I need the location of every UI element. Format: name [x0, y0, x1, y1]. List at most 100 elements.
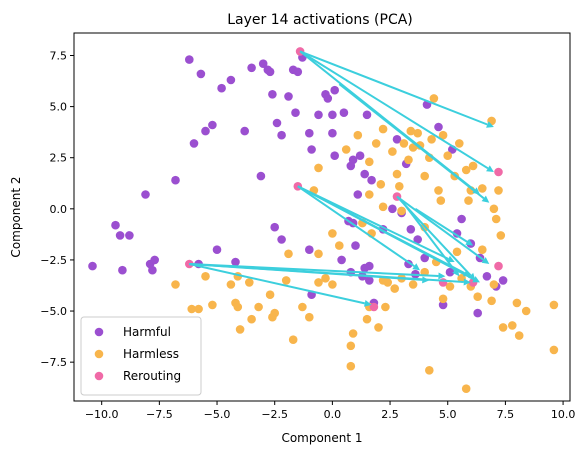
- series-harmless: [171, 94, 559, 394]
- harmful-point: [258, 59, 268, 68]
- x-axis-ticks: −10.0 −7.5 −5.0 −2.5 0.0 2.5 5.0 7.5 10.0: [85, 401, 576, 421]
- harmful-point: [365, 276, 374, 285]
- harmless-point: [404, 155, 413, 165]
- harmless-point: [395, 182, 404, 191]
- harmful-point: [277, 130, 286, 140]
- rerouting-point: [494, 167, 503, 177]
- harmless-point: [346, 341, 356, 351]
- harmless-point: [461, 384, 471, 394]
- harmless-point: [187, 304, 196, 314]
- harmful-point: [353, 190, 363, 199]
- harmless-point: [381, 302, 390, 312]
- harmless-point: [298, 302, 307, 312]
- harmful-point: [348, 155, 358, 165]
- plot-frame: [73, 32, 571, 402]
- harmless-point: [397, 206, 406, 216]
- harmful-point: [392, 135, 402, 144]
- harmful-point: [212, 245, 222, 254]
- harmless-point: [452, 247, 462, 257]
- harmless-point: [281, 276, 291, 285]
- harmless-point: [478, 245, 487, 254]
- harmful-point: [339, 108, 349, 117]
- harmless-point: [362, 314, 372, 324]
- harmless-point: [406, 126, 416, 136]
- harmful-point: [388, 204, 397, 214]
- harmless-point: [489, 280, 499, 289]
- harmful-point: [141, 190, 150, 199]
- legend-marker-rerouting: [94, 371, 104, 381]
- harmful-point: [196, 69, 206, 79]
- x-tick-label: −7.5: [146, 408, 173, 421]
- harmless-point: [468, 161, 478, 171]
- harmless-point: [346, 361, 356, 371]
- x-tick-label: 7.5: [497, 408, 515, 421]
- legend-marker-harmful: [94, 327, 104, 337]
- harmful-point: [185, 55, 194, 64]
- legend: Harmful Harmless Rerouting: [80, 316, 202, 396]
- legend-box: [80, 316, 202, 396]
- arrow: [396, 195, 490, 264]
- harmless-point: [288, 335, 298, 345]
- harmless-point: [438, 294, 448, 304]
- harmless-point: [464, 196, 473, 205]
- harmless-point: [374, 323, 383, 332]
- rerouting-point: [438, 278, 448, 287]
- harmless-point: [408, 280, 418, 289]
- harmful-point: [328, 110, 337, 120]
- harmless-point: [171, 280, 180, 289]
- harmless-point: [305, 312, 314, 322]
- harmful-point: [125, 231, 134, 240]
- harmless-point: [383, 278, 393, 287]
- harmless-point: [365, 190, 374, 199]
- harmful-point: [307, 145, 316, 154]
- x-tick-label: 10.0: [551, 408, 576, 421]
- harmful-point: [330, 151, 340, 160]
- harmless-point: [445, 282, 455, 291]
- y-tick-label: 0.0: [50, 203, 68, 216]
- harmless-point: [314, 163, 323, 173]
- harmless-point: [388, 147, 397, 156]
- harmless-point: [353, 130, 363, 140]
- harmful-point: [272, 118, 282, 128]
- harmless-point: [514, 331, 524, 340]
- x-tick-label: −5.0: [204, 408, 231, 421]
- harmless-point: [425, 366, 434, 375]
- harmless-point: [378, 124, 388, 134]
- harmless-point: [443, 151, 453, 160]
- harmless-point: [376, 180, 386, 189]
- harmful-point: [420, 253, 430, 263]
- harmful-point: [482, 272, 492, 281]
- y-tick-label: −7.5: [40, 356, 67, 369]
- harmful-point: [148, 265, 157, 275]
- harmful-point: [268, 90, 277, 99]
- harmless-point: [549, 300, 559, 310]
- harmless-point: [399, 139, 409, 148]
- harmless-point: [487, 296, 496, 306]
- harmless-point: [491, 214, 501, 224]
- arrow: [414, 207, 474, 246]
- x-tick-label: −10.0: [85, 408, 119, 421]
- harmful-point: [231, 257, 240, 267]
- harmful-point: [208, 120, 217, 130]
- harmful-point: [189, 139, 199, 148]
- harmful-point: [265, 67, 275, 77]
- y-tick-label: 7.5: [50, 49, 68, 62]
- harmless-point: [265, 290, 275, 300]
- harmful-point: [323, 94, 333, 103]
- harmful-point: [498, 276, 508, 285]
- harmful-point: [413, 235, 423, 244]
- plot-content: [88, 47, 559, 394]
- harmful-point: [284, 92, 293, 101]
- harmful-point: [171, 175, 180, 185]
- y-tick-label: −5.0: [40, 305, 67, 318]
- harmless-point: [438, 130, 448, 140]
- harmless-point: [201, 272, 210, 281]
- harmless-point: [508, 321, 517, 330]
- harmful-point: [247, 63, 256, 73]
- y-tick-label: 2.5: [50, 152, 68, 165]
- harmful-point: [88, 261, 97, 271]
- x-tick-label: 5.0: [439, 408, 457, 421]
- harmless-point: [494, 186, 503, 195]
- harmless-point: [247, 314, 256, 324]
- harmless-point: [254, 302, 263, 312]
